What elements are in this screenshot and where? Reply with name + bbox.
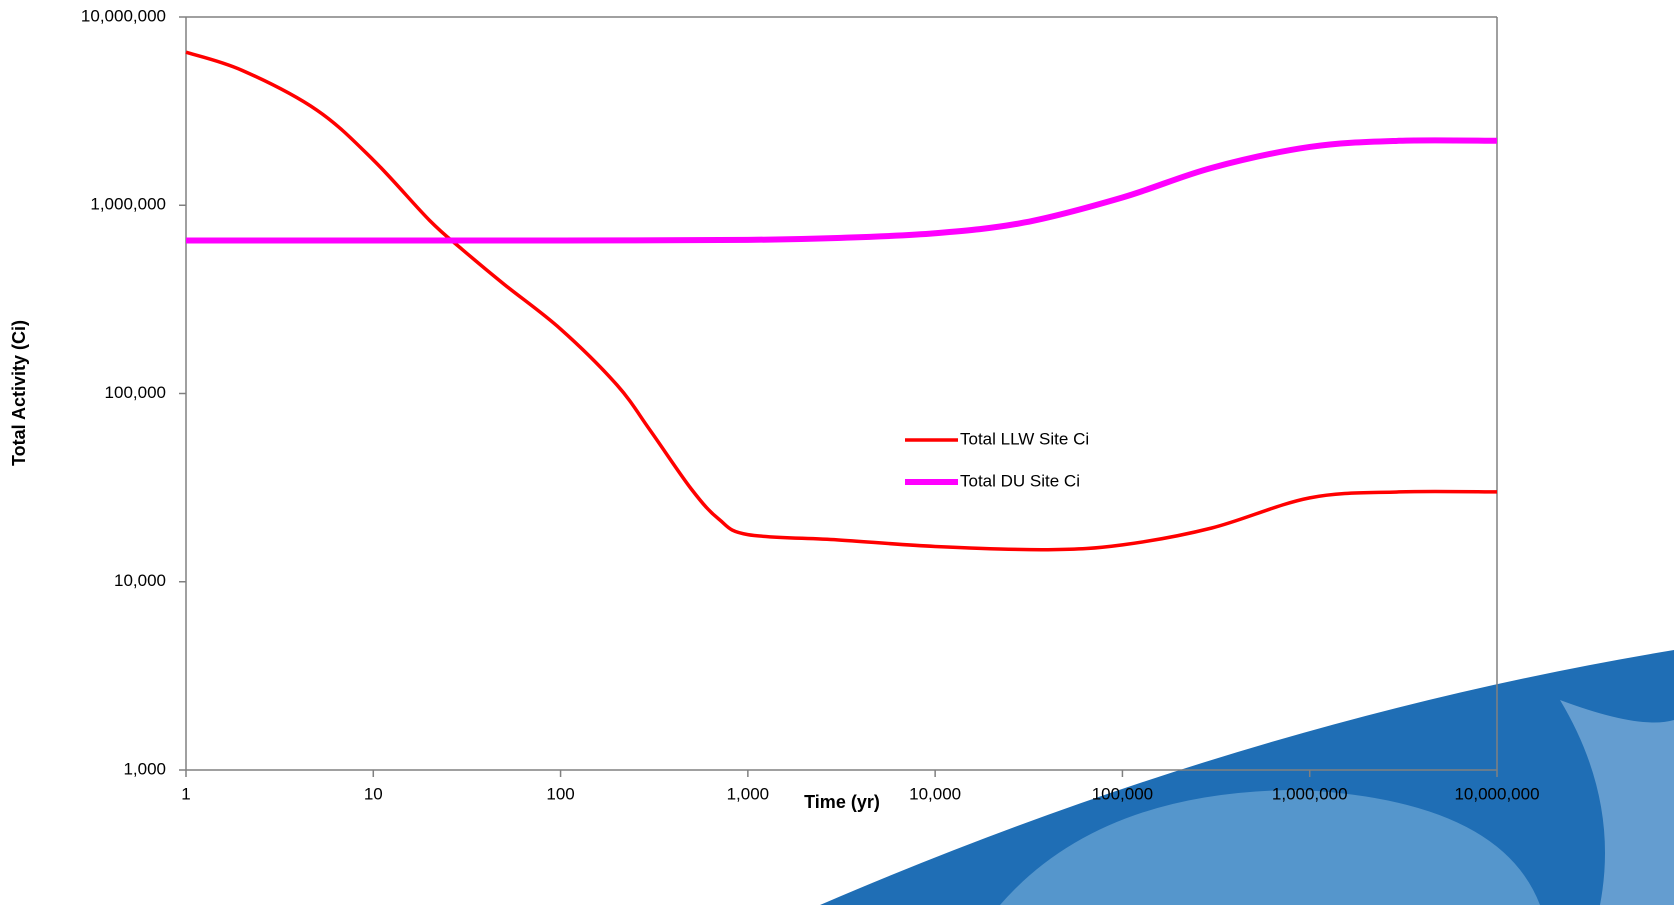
- x-tick-label: 10: [364, 784, 383, 803]
- x-tick-label: 10,000,000: [1454, 784, 1539, 803]
- x-tick-label: 100,000: [1092, 784, 1153, 803]
- y-tick-label: 10,000,000: [81, 6, 166, 25]
- y-tick-label: 1,000: [123, 759, 166, 778]
- legend-label: Total LLW Site Ci: [960, 429, 1089, 448]
- series-line: [186, 140, 1497, 240]
- y-tick-label: 100,000: [105, 383, 166, 402]
- series-line: [186, 52, 1497, 550]
- x-tick-label: 1: [181, 784, 190, 803]
- x-tick-label: 100: [546, 784, 574, 803]
- y-axis-title: Total Activity (Ci): [9, 320, 29, 466]
- legend-label: Total DU Site Ci: [960, 471, 1080, 490]
- y-tick-label: 10,000: [114, 571, 166, 590]
- x-tick-label: 1,000: [727, 784, 770, 803]
- chart: Time (yr) Total Activity (Ci) 1,000 10,00…: [0, 0, 1674, 905]
- y-tick-label: 1,000,000: [90, 195, 166, 214]
- x-axis-title: Time (yr): [804, 792, 880, 812]
- x-tick-label: 1,000,000: [1272, 784, 1348, 803]
- page: {"chart_data": { "type": "line", "x_labe…: [0, 0, 1674, 905]
- x-tick-label: 10,000: [909, 784, 961, 803]
